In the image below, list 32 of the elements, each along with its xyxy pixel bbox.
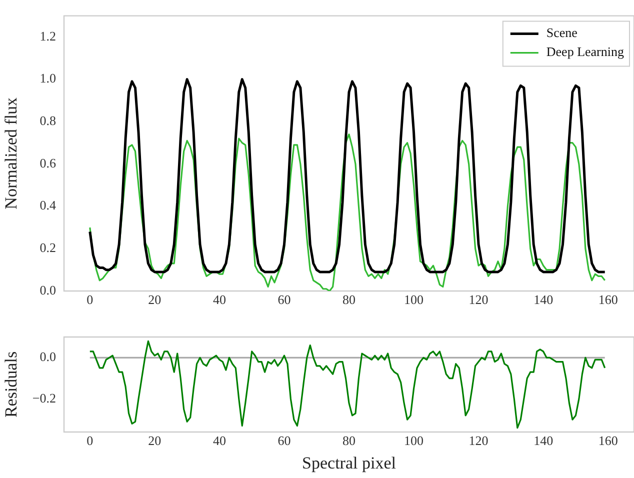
x-tick-label: 120 xyxy=(468,433,488,448)
y-tick-label: 0.8 xyxy=(40,113,56,128)
x-tick-label: 20 xyxy=(148,292,162,308)
x-tick-label: 140 xyxy=(534,292,554,308)
x-tick-label: 0 xyxy=(86,433,94,448)
x-tick-label: 80 xyxy=(342,433,356,448)
x-tick-label: 160 xyxy=(598,292,618,308)
y-axis-title: Residuals xyxy=(2,351,21,418)
y-tick-label: 0.4 xyxy=(40,198,56,213)
y-tick-label: −0.2 xyxy=(32,390,56,406)
x-tick-label: 140 xyxy=(534,433,554,448)
y-tick-label: 0.2 xyxy=(40,240,56,256)
x-tick-label: 60 xyxy=(278,292,291,308)
x-tick-label: 100 xyxy=(404,433,424,448)
y-tick-label: 1.2 xyxy=(40,28,56,44)
x-tick-label: 60 xyxy=(278,433,291,448)
y-tick-label: 0.0 xyxy=(40,349,56,364)
legend-label: Scene xyxy=(546,25,578,40)
x-tick-label: 100 xyxy=(404,292,424,308)
y-tick-label: 1.0 xyxy=(40,70,56,86)
y-tick-label: 0.6 xyxy=(40,155,56,170)
y-tick-label: 0.0 xyxy=(40,282,56,298)
x-tick-label: 120 xyxy=(468,292,488,308)
x-tick-label: 40 xyxy=(212,292,226,308)
x-tick-label: 20 xyxy=(148,433,162,448)
x-tick-label: 0 xyxy=(86,292,94,308)
x-axis-title: Spectral pixel xyxy=(302,453,396,472)
x-tick-label: 160 xyxy=(598,433,618,448)
x-tick-label: 40 xyxy=(212,433,226,448)
y-axis-title: Normalized flux xyxy=(2,96,21,210)
legend-label: Deep Learning xyxy=(546,44,624,60)
x-tick-label: 80 xyxy=(342,292,356,308)
